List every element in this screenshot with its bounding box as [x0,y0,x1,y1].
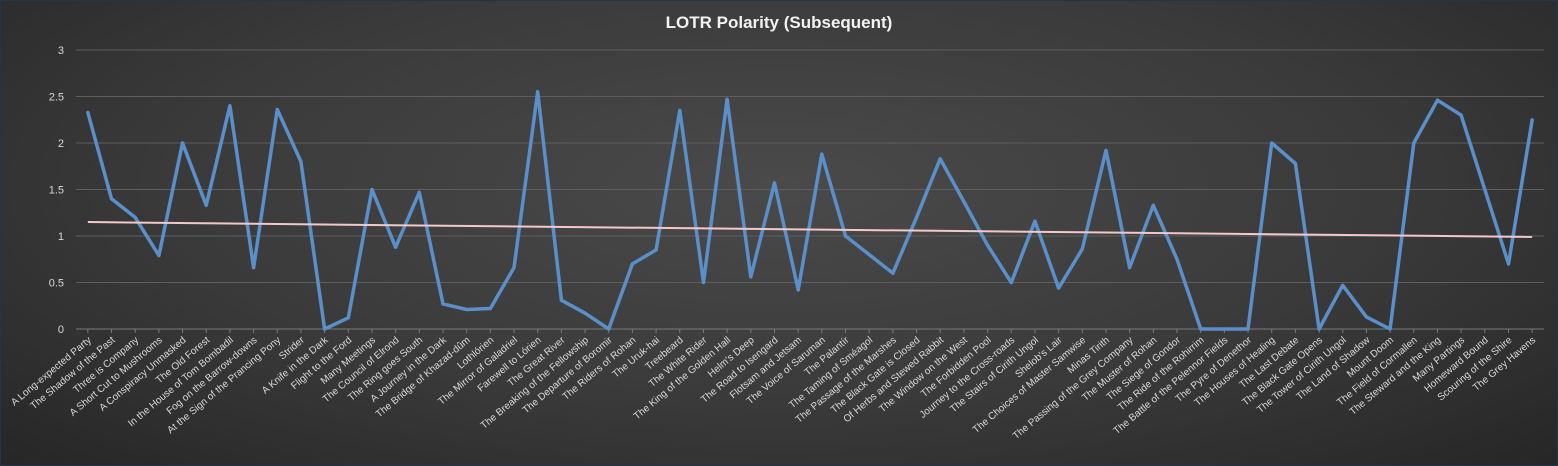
data-point [441,302,445,306]
data-point [678,108,682,113]
data-point [1009,280,1013,285]
data-point [1459,113,1463,117]
data-point [1033,219,1037,223]
data-point [1104,148,1108,153]
data-point [1057,286,1061,290]
data-point [488,306,492,311]
data-point [701,280,706,285]
gridlines [76,49,1544,330]
data-point [323,327,327,331]
data-point [346,316,350,320]
data-point [204,203,208,207]
data-point [228,104,232,108]
data-point [1483,187,1487,192]
data-point [772,181,777,185]
data-point [749,275,753,279]
data-point [536,90,540,94]
data-point [1246,327,1250,331]
data-point [867,253,871,257]
data-point [938,157,942,161]
data-point [157,253,161,258]
data-point [607,327,611,331]
data-point [1412,141,1416,145]
data-point [86,110,90,114]
data-point [891,271,895,275]
y-tick-label: 1 [58,231,64,243]
data-point [630,262,635,266]
y-tick-label: 0 [58,324,64,336]
trendline [87,221,1533,238]
data-point [914,215,919,219]
data-point [133,215,137,219]
data-point [465,307,469,312]
data-point [1506,262,1511,266]
data-point [1317,327,1321,331]
data-point [1080,247,1084,251]
data-point [796,288,800,292]
y-tick-label: 2 [58,138,64,150]
data-point [1293,161,1297,166]
series-layer [86,90,1534,331]
data-point [1270,141,1274,145]
data-point [1435,98,1440,102]
data-point [985,243,990,247]
data-point [1199,327,1203,331]
y-tick-label: 1.5 [49,185,64,197]
data-point [512,266,516,270]
y-axis-ticks: 0 0.5 1 1.5 2 2.5 3 [49,45,64,336]
data-point [1175,257,1179,261]
data-point [1222,327,1226,331]
data-point [1151,203,1155,207]
data-point [1128,266,1132,270]
data-point [370,187,374,192]
chart-title: LOTR Polarity (Subsequent) [666,13,893,32]
data-point [1388,327,1392,331]
data-point [275,107,279,112]
data-point [394,245,398,249]
y-tick-label: 2.5 [49,92,64,104]
data-point [1341,283,1345,287]
data-point [251,266,256,270]
series-line [86,90,1534,331]
data-point [180,141,185,145]
y-tick-label: 3 [58,45,64,57]
data-point [654,248,658,252]
data-point [417,190,421,194]
data-point [1530,118,1534,122]
data-point [1364,315,1369,319]
data-point [725,97,729,101]
data-point [109,197,114,201]
data-point [583,311,587,315]
data-point [843,234,848,238]
data-point [559,298,563,302]
data-point [820,152,824,156]
data-point [962,199,966,204]
y-tick-label: 0.5 [49,278,64,290]
data-point [299,160,303,164]
